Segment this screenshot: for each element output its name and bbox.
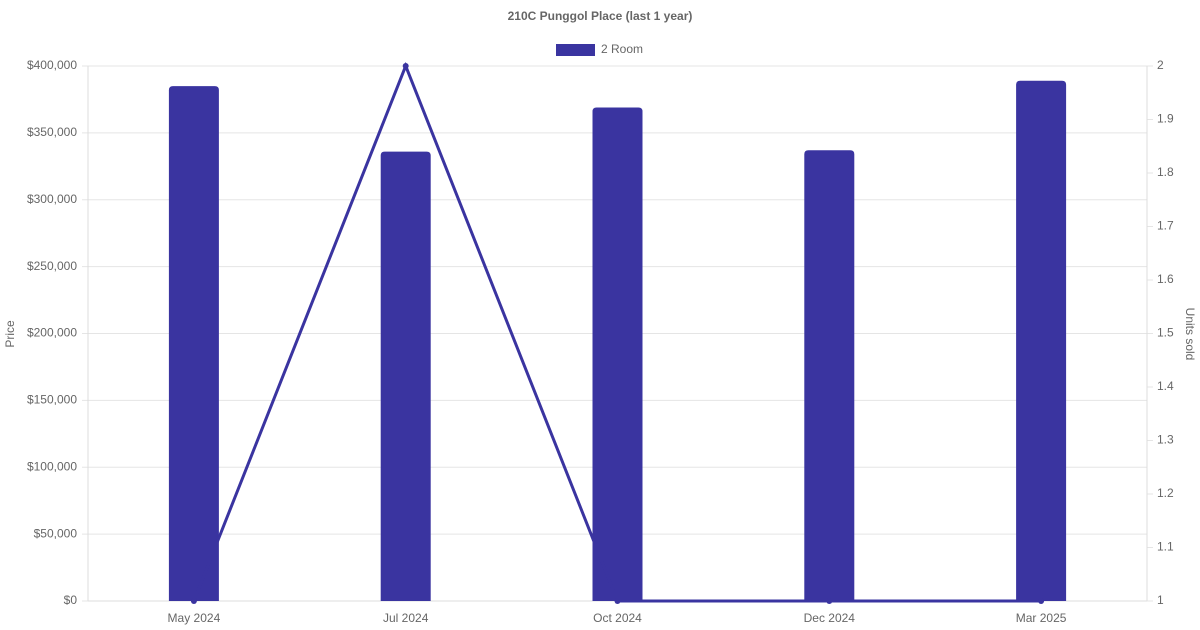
y2-tick-label: 1.1: [1157, 540, 1174, 554]
line-point: [190, 598, 197, 604]
bar: [380, 151, 431, 601]
x-tick-label: Dec 2024: [804, 611, 856, 625]
bar: [1016, 80, 1067, 601]
x-tick-label: Oct 2024: [593, 611, 642, 625]
y2-axis-title: Units sold: [1183, 308, 1197, 361]
y2-tick-label: 1.3: [1157, 433, 1174, 447]
y-tick-label: $0: [64, 593, 78, 607]
line-point: [826, 598, 833, 604]
y-tick-label: $350,000: [27, 125, 77, 139]
y2-tick-label: 1.4: [1157, 379, 1174, 393]
line-point: [1038, 598, 1045, 604]
y2-tick-label: 1.7: [1157, 219, 1174, 233]
y2-tick-label: 1.8: [1157, 165, 1174, 179]
bar: [592, 107, 643, 602]
legend-swatch: [556, 44, 595, 56]
y2-tick-label: 2: [1157, 58, 1164, 72]
line-point: [614, 598, 621, 604]
y-tick-label: $100,000: [27, 459, 77, 473]
y-tick-label: $200,000: [27, 326, 77, 340]
x-tick-label: Jul 2024: [383, 611, 429, 625]
y-tick-label: $300,000: [27, 192, 77, 206]
y2-tick-label: 1.5: [1157, 326, 1174, 340]
y2-tick-label: 1.2: [1157, 486, 1174, 500]
x-tick-label: May 2024: [168, 611, 221, 625]
y-tick-label: $150,000: [27, 393, 77, 407]
bar: [804, 150, 855, 601]
bar: [168, 86, 219, 601]
y-tick-label: $50,000: [34, 526, 78, 540]
legend-label: 2 Room: [601, 42, 643, 56]
y-tick-label: $400,000: [27, 58, 77, 72]
chart-title: 210C Punggol Place (last 1 year): [508, 9, 693, 23]
y2-tick-label: 1.9: [1157, 112, 1174, 126]
y2-tick-label: 1: [1157, 593, 1164, 607]
y-axis-title: Price: [3, 320, 17, 348]
line-point: [402, 63, 409, 69]
y-tick-label: $250,000: [27, 259, 77, 273]
x-tick-label: Mar 2025: [1016, 611, 1067, 625]
y2-tick-label: 1.6: [1157, 272, 1174, 286]
